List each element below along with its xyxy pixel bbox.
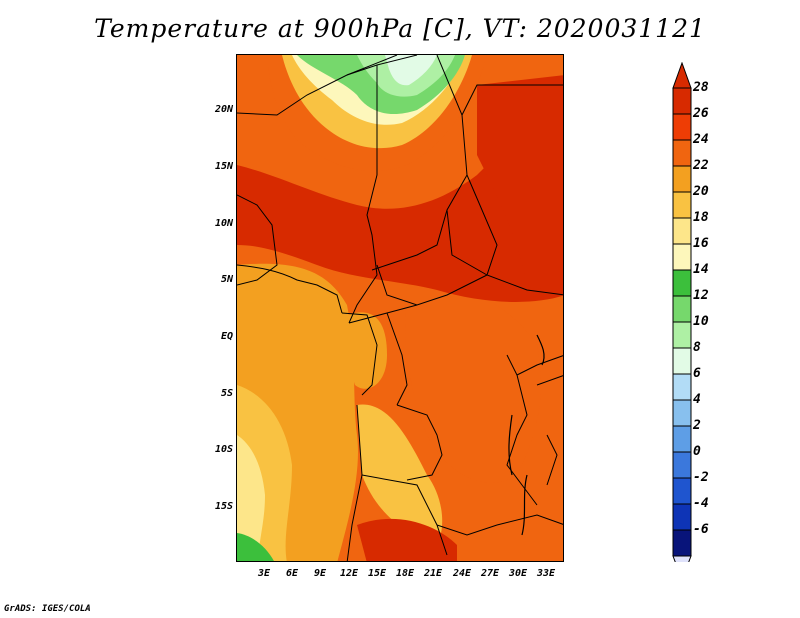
colorbar-box-6 [672,243,692,271]
lat-label-10s: 10S [214,444,233,455]
lon-label-21e: 21E [423,568,443,579]
country-borders [237,55,563,561]
colorbar-label-18: 18 [693,210,709,225]
colorbar-box-10 [672,347,692,375]
colorbar-label-26: 26 [693,106,709,121]
colorbar-box-11 [672,373,692,401]
colorbar-label-10: 10 [693,314,709,329]
colorbar-label-neg6: -6 [693,522,709,537]
lon-label-18e: 18E [395,568,415,579]
field-region-southwest [237,435,265,561]
colorbar-label-neg2: -2 [693,470,709,485]
lat-label-15s: 15S [214,501,233,512]
colorbar-label-0: 0 [693,444,701,459]
colorbar-box-3 [672,165,692,193]
colorbar-box-12 [672,399,692,427]
colorbar-box-9 [672,321,692,349]
map-title: Temperature at 900hPa [C], VT: 202003112… [94,14,706,43]
colorbar-label-16: 16 [693,236,709,251]
lon-label-30e: 30E [508,568,528,579]
field-region-green-corner [237,533,274,561]
colorbar-label-22: 22 [693,158,709,173]
field-region-angola [357,404,443,545]
colorbar-label-28: 28 [693,80,709,95]
lat-label-5s: 5S [220,388,233,399]
colorbar-box-13 [672,425,692,453]
colorbar-box-5 [672,217,692,245]
colorbar-box-1 [672,113,692,141]
field-region-sahel [237,96,563,302]
colorbar-box-16 [672,503,692,531]
colorbar-box-7 [672,269,692,297]
temperature-map [236,54,564,562]
lon-label-24e: 24E [452,568,472,579]
colorbar-top-arrow [672,62,692,89]
colorbar-label-24: 24 [693,132,709,147]
lat-label-5n: 5N [220,274,233,285]
colorbar-label-14: 14 [693,262,709,277]
colorbar-box-8 [672,295,692,323]
lon-label-3e: 3E [257,568,271,579]
lat-label-15n: 15N [214,161,233,172]
colorbar-box-14 [672,451,692,479]
colorbar-label-8: 8 [693,340,701,355]
colorbar [672,62,692,562]
field-region-south-red [357,518,457,561]
colorbar-box-4 [672,191,692,219]
lon-label-12e: 12E [339,568,359,579]
lakes [508,334,545,536]
temperature-field [237,55,563,561]
colorbar-bottom-arrow [672,555,692,562]
colorbar-label-12: 12 [693,288,709,303]
field-region-sahara-coolest [385,55,437,86]
colorbar-box-15 [672,477,692,505]
colorbar-label-2: 2 [693,418,701,433]
lon-label-15e: 15E [367,568,387,579]
lon-label-33e: 33E [536,568,556,579]
lat-label-eq: EQ [220,331,233,342]
colorbar-box-2 [672,139,692,167]
field-region-congo-basin [405,284,541,483]
colorbar-label-neg4: -4 [693,496,709,511]
field-region-gabon [344,312,387,389]
lat-label-20n: 20N [214,104,233,115]
lon-label-9e: 9E [313,568,327,579]
colorbar-label-20: 20 [693,184,709,199]
colorbar-label-6: 6 [693,366,701,381]
lat-label-10n: 10N [214,218,233,229]
colorbar-box-17 [672,529,692,557]
lon-label-6e: 6E [285,568,299,579]
colorbar-label-4: 4 [693,392,701,407]
colorbar-box-0 [672,87,692,115]
grads-credit: GrADS: IGES/COLA [4,604,91,614]
lon-label-27e: 27E [480,568,500,579]
field-region-east [477,75,563,295]
